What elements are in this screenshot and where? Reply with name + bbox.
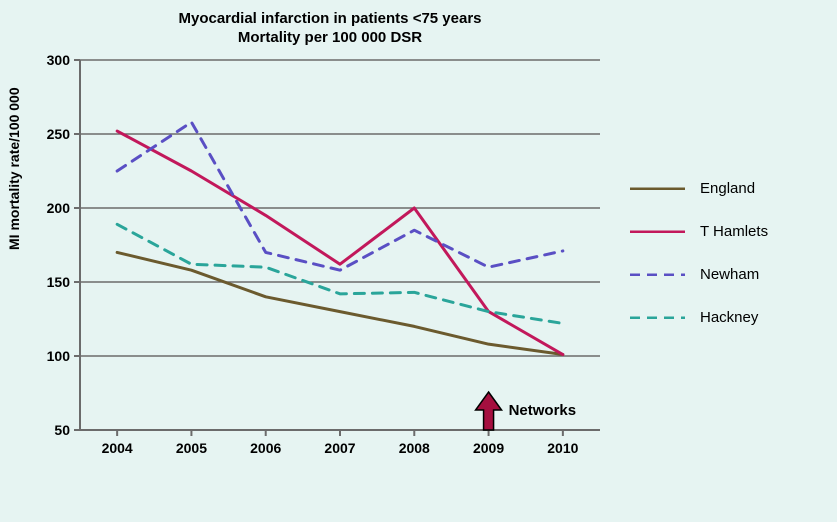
legend-swatch-thamlets <box>630 230 685 233</box>
legend-label: T Hamlets <box>700 223 768 240</box>
x-tick-label: 2005 <box>176 440 207 456</box>
x-tick-label: 2006 <box>250 440 281 456</box>
x-tick-label: 2007 <box>324 440 355 456</box>
x-tick-label: 2008 <box>399 440 430 456</box>
legend: England T Hamlets Newham Hackney <box>630 180 768 352</box>
x-tick-label: 2004 <box>102 440 133 456</box>
legend-item: Newham <box>630 266 768 283</box>
annotation-label: Networks <box>509 402 577 419</box>
series-line <box>117 122 563 270</box>
legend-item: England <box>630 180 768 197</box>
y-tick-label: 250 <box>30 126 70 142</box>
legend-item: Hackney <box>630 309 768 326</box>
legend-label: Hackney <box>700 309 758 326</box>
legend-swatch-hackney <box>630 316 685 319</box>
series-line <box>117 131 563 354</box>
legend-label: Newham <box>700 266 759 283</box>
y-tick-label: 100 <box>30 348 70 364</box>
legend-swatch-newham <box>630 273 685 276</box>
x-tick-label: 2009 <box>473 440 504 456</box>
y-tick-label: 300 <box>30 52 70 68</box>
y-tick-label: 200 <box>30 200 70 216</box>
series-line <box>117 224 563 323</box>
x-tick-label: 2010 <box>547 440 578 456</box>
legend-swatch-england <box>630 187 685 190</box>
legend-label: England <box>700 180 755 197</box>
y-tick-label: 150 <box>30 274 70 290</box>
annotation-arrow-icon <box>476 392 502 430</box>
legend-item: T Hamlets <box>630 223 768 240</box>
y-tick-label: 50 <box>30 422 70 438</box>
series-line <box>117 252 563 354</box>
